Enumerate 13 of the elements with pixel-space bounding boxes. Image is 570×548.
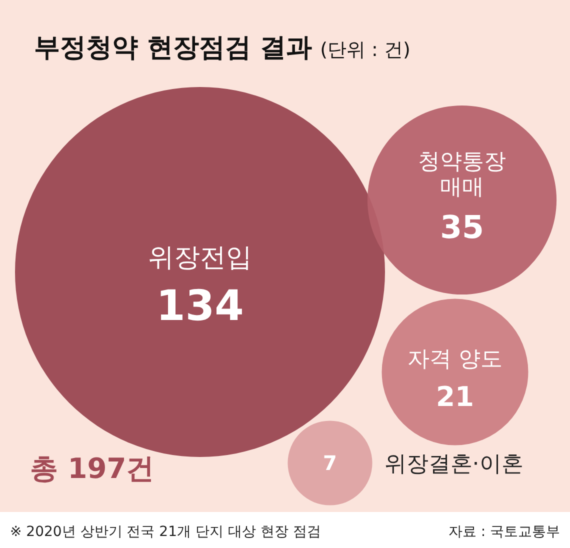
text: ※ 2020년 상반기 전국 21개 단지 대상 현장 점검 — [10, 524, 321, 540]
category-label: 청약통장 매매 — [418, 150, 506, 200]
category-label: 위장전입 — [148, 243, 252, 273]
category-label: 위장결혼·이혼 — [384, 452, 524, 477]
data-label: 35 — [440, 210, 484, 246]
data-label: 134 — [156, 281, 244, 330]
text: 자료 : 국토교통부 — [448, 524, 560, 540]
data-label: 21 — [436, 382, 474, 413]
text: 부정청약 현장점검 결과 — [34, 33, 312, 63]
category-label: 자격 양도 — [408, 347, 502, 372]
text: 총 197건 — [30, 452, 154, 485]
text: (단위 : 건) — [320, 39, 410, 61]
data-label: 7 — [323, 451, 337, 475]
